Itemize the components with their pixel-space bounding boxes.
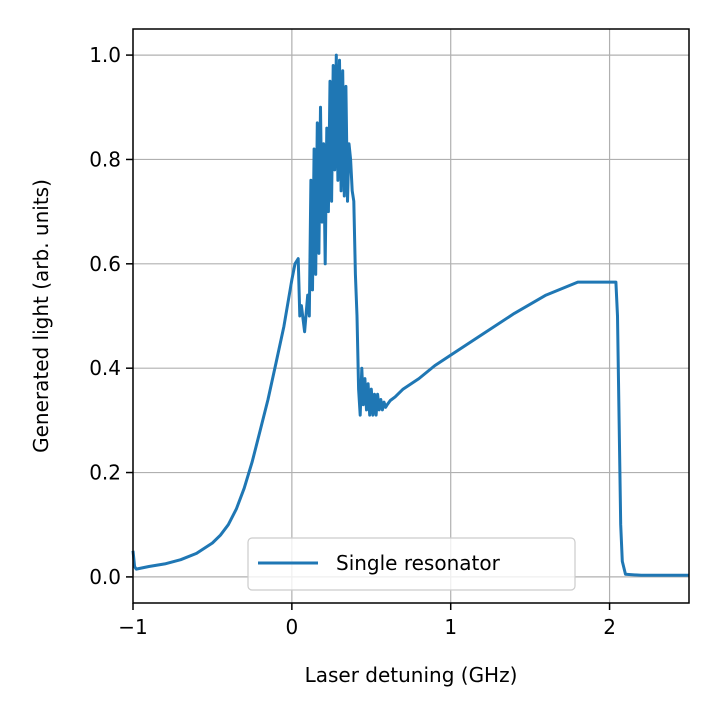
- plot-frame: [132, 28, 690, 604]
- y-tick-label: 1.0: [89, 43, 121, 67]
- series-layer: [131, 53, 689, 577]
- y-axis-label: Generated light (arb. units): [29, 179, 53, 453]
- series-line-single-resonator: [131, 53, 689, 577]
- x-tick-label: −1: [118, 615, 147, 639]
- y-tick-label: 0.8: [89, 147, 121, 171]
- legend-box: [247, 537, 576, 591]
- y-tick-label: 0.6: [89, 252, 121, 276]
- x-axis-label: Laser detuning (GHz): [305, 663, 518, 687]
- x-tick-label: 0: [285, 615, 298, 639]
- ticks: −1 0 1 2 0.0 0.2 0.4 0.6 0.8 1.0: [89, 43, 616, 639]
- legend-label-single-resonator: Single resonator: [336, 551, 501, 575]
- legend: Single resonator: [247, 537, 576, 591]
- y-tick-label: 0.4: [89, 356, 121, 380]
- grid: [132, 29, 689, 603]
- y-tick-label: 0.2: [89, 461, 121, 485]
- y-tick-label: 0.0: [89, 565, 121, 589]
- x-tick-label: 1: [444, 615, 457, 639]
- x-tick-label: 2: [603, 615, 616, 639]
